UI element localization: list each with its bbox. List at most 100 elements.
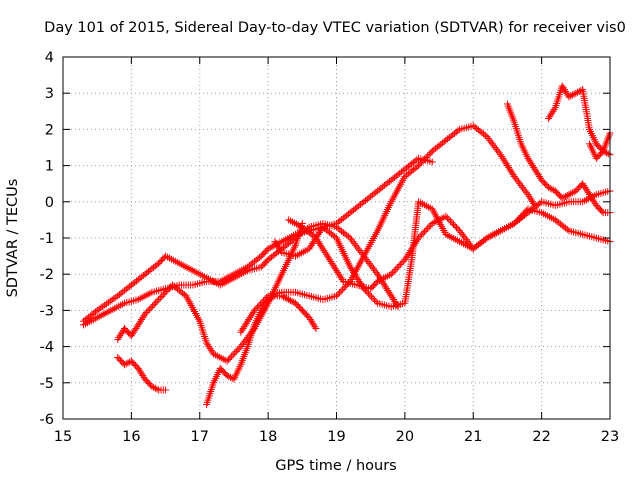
data-point [352, 241, 360, 249]
data-point [461, 234, 469, 242]
data-point [558, 194, 566, 202]
data-point [225, 355, 233, 363]
data-point [337, 287, 345, 295]
data-point [559, 84, 567, 92]
data-point [151, 384, 159, 392]
data-point [580, 182, 588, 190]
data-point [281, 294, 289, 302]
data-point [364, 258, 372, 266]
data-point [517, 182, 525, 190]
data-point [403, 252, 411, 260]
data-point [412, 238, 420, 246]
data-point [604, 150, 612, 158]
data-point [162, 386, 170, 394]
data-point [354, 276, 362, 284]
data-point [411, 239, 419, 247]
data-point [146, 305, 154, 313]
data-point [139, 314, 147, 322]
data-point [139, 372, 147, 380]
y-tick-label: 4 [45, 50, 54, 66]
data-point [366, 291, 374, 299]
data-point [488, 140, 496, 148]
data-point [149, 302, 157, 310]
data-point [116, 332, 124, 340]
data-point [416, 232, 424, 240]
y-tick-label: 0 [45, 195, 54, 211]
data-point [560, 193, 568, 201]
data-point [549, 107, 557, 115]
data-point [314, 238, 322, 246]
data-point [235, 344, 243, 352]
data-point [526, 158, 534, 166]
data-point [419, 157, 427, 165]
data-point [208, 348, 216, 356]
data-point [415, 162, 423, 170]
series-track-6 [237, 122, 539, 336]
data-point [91, 308, 99, 316]
data-point [317, 241, 325, 249]
data-point [486, 136, 494, 144]
data-point [393, 264, 401, 272]
data-point [372, 298, 380, 306]
data-point [491, 144, 499, 151]
data-point [312, 325, 320, 332]
data-point [350, 268, 358, 276]
data-point [418, 231, 426, 239]
data-point [313, 236, 321, 244]
data-point [337, 274, 345, 282]
data-point [418, 158, 426, 166]
series-track-5 [203, 292, 320, 409]
data-point [239, 325, 247, 332]
data-point [458, 230, 466, 238]
data-point [237, 343, 245, 351]
data-point [456, 227, 464, 235]
data-point [546, 184, 554, 192]
data-point [583, 187, 591, 195]
data-point [237, 328, 245, 336]
data-point [507, 167, 515, 175]
x-tick-label: 19 [327, 429, 345, 445]
data-point [484, 134, 492, 142]
data-point [363, 288, 371, 296]
data-point [365, 259, 373, 267]
data-point [246, 314, 254, 322]
data-point [498, 153, 506, 161]
data-point [306, 243, 314, 251]
data-point [487, 138, 495, 146]
data-point [159, 291, 167, 299]
x-tick-label: 16 [122, 429, 140, 445]
data-point [421, 228, 429, 236]
data-point [344, 233, 352, 241]
data-point [562, 87, 570, 95]
data-point [335, 270, 343, 278]
data-point [535, 172, 543, 180]
data-point [562, 192, 570, 200]
data-point [506, 165, 514, 173]
data-point [138, 315, 146, 323]
data-point [130, 328, 138, 336]
data-point [568, 91, 576, 99]
data-point [141, 310, 149, 318]
data-point [413, 156, 421, 164]
data-point [158, 292, 166, 300]
data-point [443, 214, 451, 222]
data-point [508, 169, 516, 177]
data-point [572, 89, 580, 97]
data-point [238, 341, 246, 349]
data-point [333, 292, 340, 300]
data-point [162, 287, 170, 295]
data-point [352, 272, 360, 280]
data-point [442, 212, 450, 220]
data-point [446, 217, 454, 225]
data-point [520, 185, 528, 193]
y-tick-label: 1 [45, 159, 54, 175]
data-point [568, 189, 576, 197]
data-point [457, 229, 465, 237]
data-point [206, 344, 214, 352]
data-point [348, 267, 356, 275]
data-point [454, 127, 462, 135]
data-point [309, 319, 317, 327]
data-point [322, 250, 330, 258]
data-point [288, 297, 296, 305]
